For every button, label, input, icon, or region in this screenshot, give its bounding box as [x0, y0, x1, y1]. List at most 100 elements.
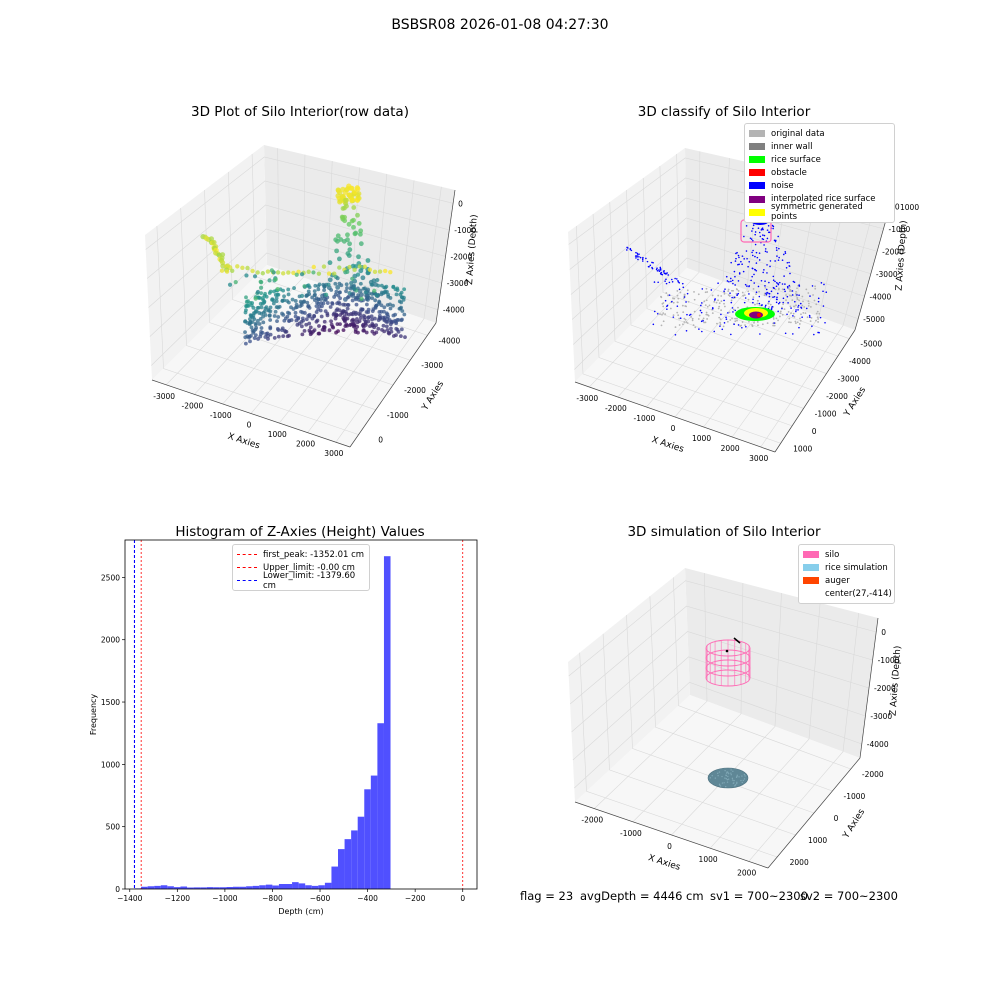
noise-point: [637, 258, 639, 261]
original-data-point: [692, 324, 695, 327]
data-point: [340, 206, 346, 211]
x-tick-label: −400: [357, 894, 378, 903]
noise-point: [811, 325, 813, 327]
histogram-bar: [318, 885, 325, 889]
data-point: [299, 309, 303, 314]
data-point: [343, 197, 349, 203]
data-point: [349, 281, 354, 286]
rice-simulation-point: [733, 779, 735, 782]
data-point: [255, 270, 260, 275]
original-data-point: [697, 293, 700, 296]
data-point: [349, 284, 354, 289]
data-point: [261, 320, 266, 325]
data-point: [340, 193, 346, 200]
data-point: [258, 301, 263, 306]
original-data-point: [741, 321, 744, 323]
noise-point: [735, 252, 737, 255]
data-point: [291, 270, 296, 276]
rice-simulation-point: [709, 777, 712, 779]
data-point: [244, 273, 249, 278]
data-point: [363, 290, 368, 295]
grid-lines: [568, 572, 877, 862]
original-data-point: [759, 304, 762, 307]
original-data-point: [683, 321, 686, 323]
data-point: [267, 278, 272, 283]
noise-point: [683, 296, 686, 298]
noise-point: [758, 252, 761, 254]
original-data-point: [817, 318, 820, 320]
data-point: [294, 272, 299, 277]
z-axis-line: [435, 189, 456, 324]
noise-point: [678, 281, 681, 284]
classify-3d-plot: -3000-2000-1000010002000300010000-1000-2…: [568, 148, 919, 463]
noise-point: [761, 227, 763, 230]
data-point: [253, 310, 257, 315]
noise-point: [790, 307, 792, 309]
noise-point: [737, 263, 739, 266]
rice-simulation-point: [718, 771, 721, 773]
z-grid-line: [151, 252, 438, 366]
raw-points: [200, 183, 407, 346]
data-point: [340, 186, 346, 192]
noise-point: [760, 279, 763, 282]
rice-simulation-point: [738, 776, 740, 778]
noise-point: [799, 302, 802, 305]
original-data-point: [694, 326, 697, 329]
histogram-bar: [311, 885, 319, 889]
data-point: [355, 212, 360, 218]
original-data-point: [801, 295, 804, 298]
data-point: [299, 272, 305, 277]
legend-swatch: [749, 130, 765, 138]
original-data-point: [775, 317, 778, 320]
data-point: [349, 218, 355, 224]
data-point: [240, 265, 245, 270]
rice-simulation-point: [719, 785, 722, 787]
data-point: [344, 282, 349, 287]
data-point: [308, 325, 313, 330]
original-data-point: [779, 312, 782, 315]
noise-point: [754, 243, 757, 246]
data-point: [261, 310, 266, 315]
original-data-point: [736, 317, 738, 320]
y-tick-label: -1000: [815, 409, 837, 418]
noise-point: [635, 251, 637, 254]
original-data-point: [662, 320, 665, 323]
data-point: [332, 271, 337, 276]
histogram-bar: [278, 884, 286, 889]
rice-simulation-point: [730, 772, 732, 774]
noise-point: [725, 275, 728, 278]
noise-point: [786, 286, 789, 289]
data-point: [353, 327, 358, 332]
noise-point: [656, 267, 658, 269]
noise-point: [777, 302, 780, 305]
noise-point: [667, 274, 670, 276]
data-point: [370, 321, 375, 326]
z-tick-label: -4000: [870, 292, 892, 301]
original-data-point: [796, 296, 799, 299]
data-point: [357, 231, 363, 237]
noise-point: [772, 227, 774, 230]
noise-point: [679, 317, 682, 320]
histogram-bar: [173, 887, 181, 889]
noise-point: [795, 310, 797, 313]
noise-point: [638, 255, 640, 258]
noise-point: [791, 290, 794, 292]
x-grid-line: [165, 148, 280, 385]
data-point: [208, 236, 215, 242]
y-tick-label: -2000: [404, 386, 426, 395]
data-point: [391, 285, 396, 289]
data-point: [255, 305, 260, 310]
noise-point: [641, 258, 644, 261]
data-point: [272, 314, 277, 318]
data-point: [367, 267, 373, 272]
histogram-bars: [134, 556, 391, 889]
x-tick-label: -1000: [210, 411, 232, 420]
noise-point: [678, 288, 681, 291]
original-data-point: [768, 306, 771, 308]
noise-point: [755, 291, 758, 294]
data-point: [351, 205, 357, 210]
data-point: [325, 301, 330, 305]
noise-point: [743, 301, 746, 304]
x-tick-label: 1000: [268, 430, 287, 439]
z-tick-label: -1000: [878, 656, 900, 665]
